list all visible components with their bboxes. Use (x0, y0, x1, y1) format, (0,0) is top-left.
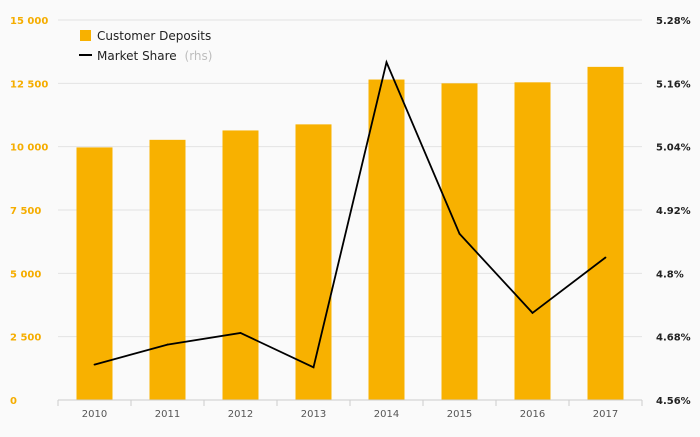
y-left-tick-label: 15 000 (10, 16, 48, 27)
legend-label-market-share: Market Share (rhs) (97, 49, 212, 63)
legend-swatch-customer-deposits (80, 30, 91, 41)
bar-customer-deposits (441, 83, 478, 400)
legend: Customer Deposits Market Share (rhs) (79, 29, 212, 63)
y-right-tick-label: 5.04% (656, 143, 691, 154)
y-right-tick-label: 4.92% (656, 206, 691, 217)
y-left-tick-label: 5 000 (10, 269, 41, 280)
line-layer (93, 59, 607, 369)
bar-customer-deposits (76, 147, 113, 400)
legend-label-customer-deposits: Customer Deposits (97, 29, 211, 43)
bar-customer-deposits (514, 82, 551, 400)
x-tick-label: 2011 (155, 409, 180, 420)
point-market-share (604, 256, 607, 259)
y-right-tick-label: 4.68% (656, 333, 691, 344)
bar-customer-deposits (149, 139, 186, 400)
point-market-share (385, 61, 388, 64)
y-right-tick-label: 4.8% (656, 269, 684, 280)
bar-layer (76, 66, 624, 401)
bar-customer-deposits (587, 66, 624, 400)
x-tick-label: 2013 (301, 409, 326, 420)
point-market-share (93, 363, 96, 366)
y-left-tick-label: 12 500 (10, 79, 48, 90)
line-market-share (94, 59, 607, 369)
y-left-tick-label: 2 500 (10, 333, 41, 344)
x-tick-label: 2017 (593, 409, 618, 420)
x-tick-label: 2015 (447, 409, 472, 420)
legend-label-market-share-suffix: (rhs) (185, 49, 213, 63)
grid-layer (58, 19, 642, 338)
y-left-tick-label: 7 500 (10, 206, 41, 217)
y-right-tick-label: 5.16% (656, 79, 691, 90)
legend-label-market-share-name: Market Share (97, 49, 177, 63)
point-market-share (312, 366, 315, 369)
y-right-tick-label: 5.28% (656, 16, 691, 27)
point-market-share (239, 332, 242, 334)
x-tick-label: 2014 (374, 409, 399, 420)
point-market-share (531, 312, 534, 314)
x-tick-label: 2016 (520, 409, 545, 420)
y-right-tick-label: 4.56% (656, 396, 691, 407)
bar-customer-deposits (222, 130, 259, 400)
x-tick-label: 2012 (228, 409, 253, 420)
point-market-share (166, 343, 169, 346)
point-market-share (458, 232, 461, 235)
axis-layer: 0 2 500 5 000 7 500 10 000 12 500 15 000 4.56% 4… (10, 16, 691, 420)
y-left-tick-label: 0 (10, 396, 17, 407)
x-tick-label: 2010 (82, 409, 107, 420)
y-left-tick-label: 10 000 (10, 143, 48, 154)
bar-customer-deposits (368, 79, 405, 401)
bar-customer-deposits (295, 124, 332, 400)
